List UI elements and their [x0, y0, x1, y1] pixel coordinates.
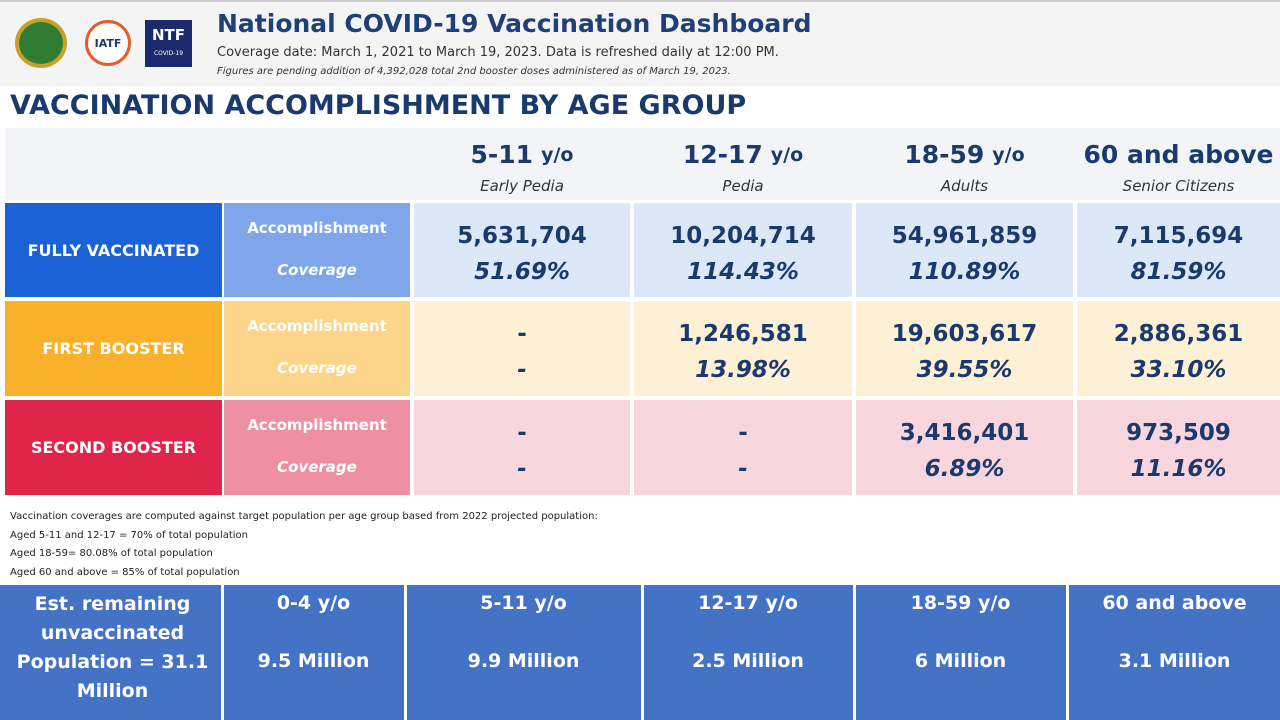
accomplishment-value: 1,246,581	[678, 321, 808, 347]
metric-coverage: Coverage	[277, 359, 357, 377]
remaining-group: 0-4 y/o	[276, 592, 351, 614]
metric-cell: Accomplishment Coverage	[224, 301, 410, 396]
value-cell: 5,631,704 51.69%	[414, 203, 630, 297]
accomplishment-value: 2,886,361	[1113, 321, 1244, 347]
age-group: 5-11	[470, 140, 534, 169]
remaining-label: Est. remaining unvaccinated Population =…	[16, 593, 209, 702]
footnote: Aged 5-11 and 12-17 = 70% of total popul…	[10, 529, 249, 541]
column-label: Senior Citizens	[1122, 177, 1235, 195]
value-cell: 7,115,694 81.59%	[1077, 203, 1280, 297]
metric-accomplishment: Accomplishment	[247, 219, 387, 237]
remaining-group: 60 and above	[1102, 592, 1247, 614]
doh-logo	[15, 18, 67, 68]
metric-accomplishment: Accomplishment	[247, 416, 387, 434]
column-divider	[404, 585, 407, 720]
value-cell: --	[414, 400, 630, 495]
footnote: Vaccination coverages are computed again…	[10, 511, 598, 522]
accomplishment-value: 19,603,617	[891, 321, 1038, 347]
value-cell: 10,204,714 114.43%	[634, 203, 852, 297]
accomplishment-value: 7,115,694	[1113, 223, 1244, 249]
coverage-value: 110.89%	[908, 259, 1021, 285]
coverage-value: 6.89%	[924, 456, 1005, 482]
coverage-value: 11.16%	[1130, 456, 1227, 482]
column-divider	[853, 585, 856, 720]
metric-accomplishment: Accomplishment	[247, 317, 387, 335]
coverage-value: -	[517, 357, 527, 383]
metric-cell: Accomplishment Coverage	[224, 400, 410, 495]
row-label: FIRST BOOSTER	[5, 301, 222, 396]
accomplishment-value: -	[517, 321, 527, 347]
accomplishment-value: -	[517, 420, 527, 446]
remaining-value: 9.5 Million	[257, 650, 370, 672]
accomplishment-value: 3,416,401	[899, 420, 1030, 446]
accomplishment-value: 54,961,859	[891, 223, 1038, 249]
remaining-value: 9.9 Million	[467, 650, 580, 672]
note: Figures are pending addition of 4,392,02…	[217, 66, 731, 77]
accomplishment-value: 10,204,714	[670, 223, 816, 249]
value-cell: 54,961,859 110.89%	[856, 203, 1073, 297]
iatf-logo: IATF	[85, 20, 131, 66]
metric-coverage: Coverage	[277, 261, 357, 279]
title: National COVID-19 Vaccination Dashboard	[217, 9, 812, 38]
value-cell: 19,603,617 39.55%	[856, 301, 1073, 396]
accomplishment-value: 5,631,704	[457, 223, 587, 249]
coverage-value: 13.98%	[695, 357, 791, 383]
remaining-group: 12-17 y/o	[698, 592, 798, 614]
age-group: 60 and above	[1083, 140, 1274, 169]
coverage: Coverage date: March 1, 2021 to March 19…	[217, 45, 779, 60]
column-heading: 18-59 y/o	[856, 140, 1073, 169]
row-label: SECOND BOOSTER	[5, 400, 222, 495]
column-heading: 5-11 y/o	[414, 140, 630, 169]
value-cell: 973,509 11.16%	[1077, 400, 1280, 495]
column-divider	[1066, 585, 1069, 720]
footnote: Aged 18-59= 80.08% of total population	[10, 548, 213, 559]
remaining-value: 3.1 Million	[1118, 650, 1231, 672]
age-unit: y/o	[541, 143, 574, 166]
ntf-sub: COVID-19	[153, 50, 184, 57]
section-title: VACCINATION ACCOMPLISHMENT BY AGE GROUP	[10, 90, 747, 121]
coverage-value: -	[517, 456, 527, 482]
value-cell: 2,886,361 33.10%	[1077, 301, 1280, 396]
value-cell: --	[634, 400, 852, 495]
coverage-value: 33.10%	[1130, 357, 1227, 383]
age-group: 12-17	[682, 140, 763, 169]
coverage-value: 81.59%	[1130, 259, 1227, 285]
column-heading: 12-17 y/o	[634, 140, 852, 169]
remaining-value: 6 Million	[914, 650, 1007, 672]
column-heading: 60 and above	[1077, 140, 1280, 169]
value-cell: --	[414, 301, 630, 396]
metric-cell: Accomplishment Coverage	[224, 203, 410, 297]
value-cell: 1,246,581 13.98%	[634, 301, 852, 396]
coverage-value: 51.69%	[474, 259, 570, 285]
coverage-value: 39.55%	[916, 357, 1013, 383]
accomplishment-value: -	[738, 420, 748, 446]
age-group: 18-59	[904, 140, 985, 169]
remaining-group: 18-59 y/o	[910, 592, 1011, 614]
age-unit: y/o	[770, 143, 804, 166]
column-label: Pedia	[722, 177, 764, 195]
remaining-value: 2.5 Million	[692, 650, 804, 672]
age-unit: y/o	[992, 143, 1025, 166]
ntf-text: NTF	[151, 26, 186, 44]
column-label: Adults	[940, 177, 989, 195]
row-label: FULLY VACCINATED	[5, 203, 222, 297]
value-cell: 3,416,401 6.89%	[856, 400, 1073, 495]
column-divider	[641, 585, 644, 720]
header-bar	[0, 0, 1280, 86]
coverage-value: 114.43%	[687, 259, 799, 285]
metric-coverage: Coverage	[277, 458, 357, 476]
column-divider	[221, 585, 224, 720]
footnote: Aged 60 and above = 85% of total populat…	[10, 566, 240, 578]
column-label: Early Pedia	[480, 177, 564, 195]
coverage-value: -	[738, 456, 748, 482]
ntf-logo: NTF COVID-19	[145, 20, 192, 67]
remaining-group: 5-11 y/o	[480, 592, 567, 614]
accomplishment-value: 973,509	[1126, 420, 1231, 446]
table-header	[5, 128, 1280, 200]
